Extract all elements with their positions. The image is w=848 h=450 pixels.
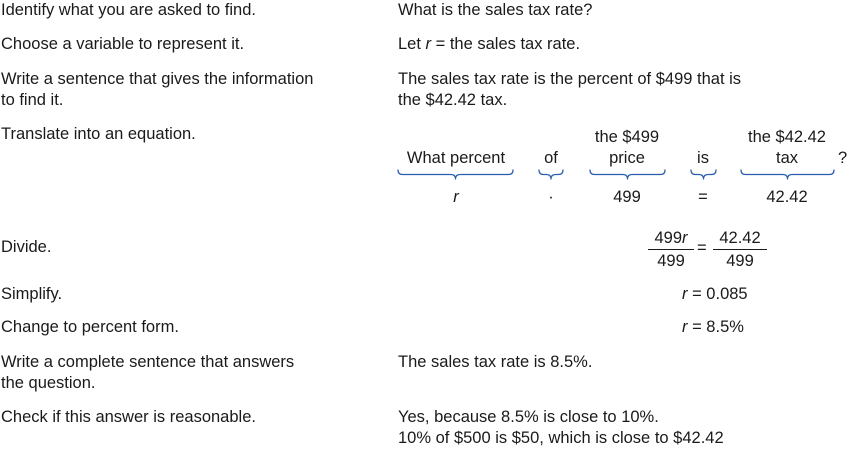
step-identify-result: What is the sales tax rate? [398,1,593,19]
symbol-tax: 42.42 [766,188,808,206]
divide-equals: = [697,239,707,257]
sentence-result-line1: The sales tax rate is the percent of $49… [398,70,742,88]
simplify-var: r [682,285,688,303]
fraction-left-denominator: 499 [657,252,685,270]
variable-prefix: Let [398,35,426,53]
sentence-instruction-line2: to find it. [1,91,64,109]
fraction-right-numerator: 42.42 [719,229,761,247]
fraction-right-bar [713,249,767,250]
phrase-price-line2: price [609,149,645,167]
phrase-price: the $499 price [582,127,672,169]
step-answer-instruction: Write a complete sentence that answers t… [1,352,294,394]
step-variable-instruction: Choose a variable to represent it. [1,35,245,53]
variable-suffix: = the sales tax rate. [431,35,581,53]
phrase-tax: the $42.42 tax [734,127,840,169]
sentence-instruction-line1: Write a sentence that gives the informat… [1,70,314,88]
step-simplify-instruction: Simplify. [1,285,63,303]
phrase-is: is [697,149,709,167]
fraction-left-bar [648,249,694,250]
phrase-tax-line2: tax [775,149,798,167]
phrase-price-line1: the $499 [594,128,660,146]
step-translate-instruction: Translate into an equation. [1,125,196,143]
fraction-right: 42.42 499 [713,228,767,271]
percent-rest: = 8.5% [687,318,744,336]
step-answer-result: The sales tax rate is 8.5%. [398,353,593,371]
fraction-left: 499r 499 [648,228,694,271]
step-identify-instruction: Identify what you are asked to find. [1,1,256,19]
check-result-line1: Yes, because 8.5% is close to 10%. [398,408,659,426]
check-result-line2: 10% of $500 is $50, which is close to $4… [398,429,724,447]
simplify-equation: r = 0.085 [682,284,748,305]
brace-what-percent [397,169,514,180]
step-percent-instruction: Change to percent form. [1,318,179,336]
percent-equation: r = 8.5% [682,317,744,338]
symbol-times: · [548,188,554,206]
variable-r: r [425,35,432,53]
step-check-result: Yes, because 8.5% is close to 10%. 10% o… [398,407,724,449]
step-check-instruction: Check if this answer is reasonable. [1,408,256,426]
phrase-question-mark: ? [838,149,848,167]
step-variable-result: Let r = the sales tax rate. [398,34,580,55]
fraction-right-denominator: 499 [726,252,754,270]
fraction-left-num-number: 499 [654,229,683,247]
symbol-price: 499 [613,188,641,206]
symbol-equals: = [698,188,708,206]
brace-price [589,169,666,180]
simplify-rest: = 0.085 [687,285,748,303]
phrase-what-percent: What percent [406,149,506,167]
sentence-result-line2: the $42.42 tax. [398,91,508,109]
step-divide-instruction: Divide. [1,238,52,256]
symbol-r: r [453,188,459,206]
fraction-left-num-var: r [682,229,688,247]
step-sentence-instruction: Write a sentence that gives the informat… [1,69,313,111]
brace-tax [740,169,835,180]
phrase-of: of [544,149,558,167]
fraction-left-numerator: 499r [648,228,694,248]
phrase-tax-line1: the $42.42 [748,128,826,146]
brace-is [690,169,717,180]
answer-instruction-line1: Write a complete sentence that answers [1,353,295,371]
step-sentence-result: The sales tax rate is the percent of $49… [398,69,741,111]
answer-instruction-line2: the question. [1,374,96,392]
percent-var: r [682,318,688,336]
brace-of [538,169,564,180]
